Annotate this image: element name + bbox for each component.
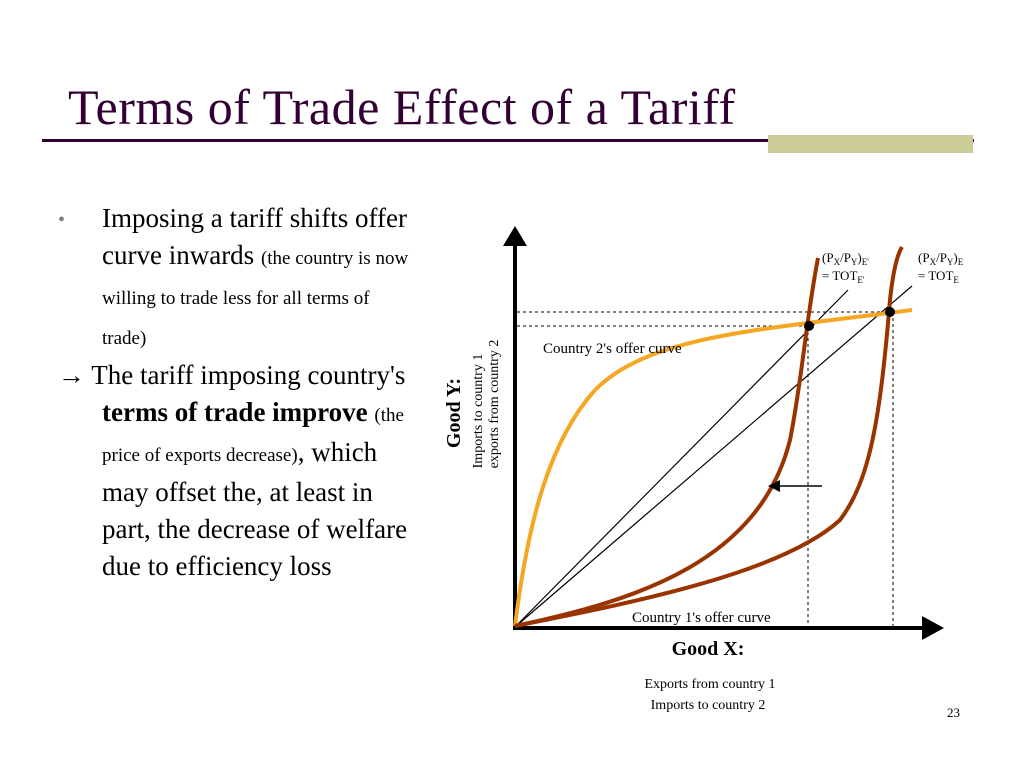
y-axis-arrowhead-icon: [503, 226, 527, 246]
right-arrow-icon: →: [58, 360, 85, 390]
tot-new-label: (PX/PY)E': [822, 250, 869, 267]
slide-title: Terms of Trade Effect of a Tariff: [68, 79, 736, 135]
tot-ray-new: [514, 289, 849, 628]
country1-curve-label: Country 1's offer curve: [632, 610, 771, 626]
x-axis-title: Good X:: [672, 638, 745, 660]
y-axis-subtitle-1: Imports to country 1: [471, 354, 486, 469]
shift-arrow-icon: [768, 480, 780, 492]
tot-ray-old: [514, 285, 913, 628]
bullet-1-text: Imposing a tariff shifts offer curve inw…: [102, 203, 407, 270]
y-axis-subtitle-2: exports from country 2: [487, 340, 502, 469]
country1-offer-curve-original: [514, 245, 904, 628]
x-axis-subtitle-2: Imports to country 2: [651, 698, 766, 713]
title-underline: [42, 139, 974, 142]
bullet-2-note: (the price of exports decrease): [102, 405, 404, 466]
bullet-2-text-b: , which may offset the, at least in part…: [102, 437, 408, 581]
bullet-2-text-a: The tariff imposing country's: [91, 360, 406, 390]
country2-offer-curve: [513, 308, 913, 627]
tot-new-equals: = TOTE': [822, 268, 865, 285]
bullet-2-bold: terms of trade improve: [102, 397, 368, 427]
bullet-list: • Imposing a tariff shifts offer curve i…: [58, 200, 418, 585]
tot-old-label: (PX/PY)E: [918, 250, 964, 267]
tot-old-equals: = TOTE: [918, 268, 959, 285]
bullet-1-note: (the country is now willing to trade les…: [102, 248, 409, 349]
page-number: 23: [947, 705, 960, 720]
title-accent-bar: [768, 135, 973, 153]
equilibrium-point-new: [804, 321, 814, 331]
y-axis-title: Good Y:: [443, 378, 465, 448]
x-axis-arrowhead-icon: [922, 616, 944, 640]
bullet-dot-icon: •: [58, 209, 66, 231]
x-axis-subtitle-1: Exports from country 1: [644, 677, 775, 692]
country2-curve-label: Country 2's offer curve: [543, 341, 682, 357]
bullet-item-2: → The tariff imposing country's terms of…: [58, 357, 418, 585]
bullet-item-1: • Imposing a tariff shifts offer curve i…: [58, 200, 418, 357]
equilibrium-point-old: [885, 307, 895, 317]
